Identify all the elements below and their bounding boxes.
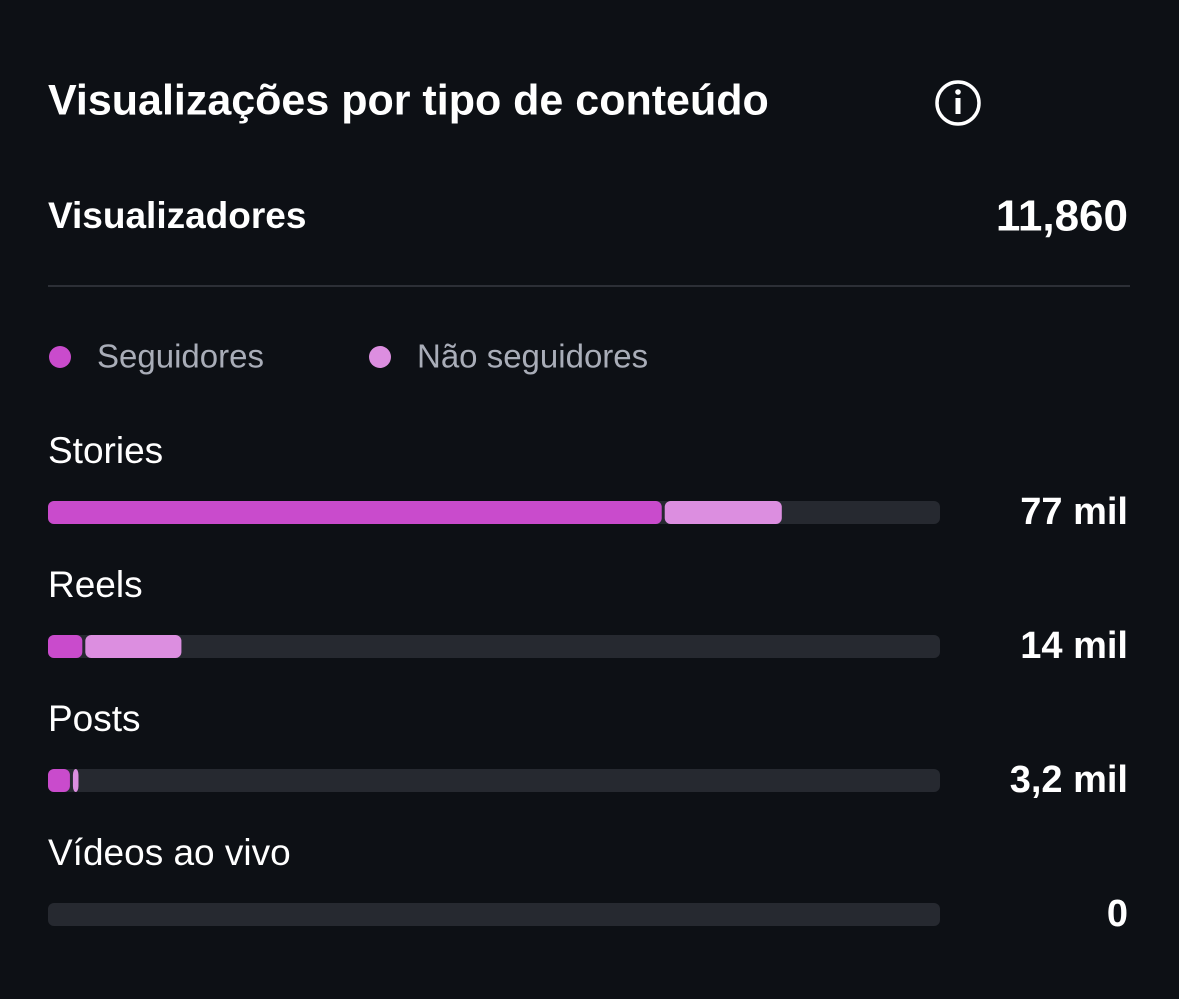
bar-segment: [48, 501, 662, 524]
category-label: Stories: [48, 430, 163, 471]
bar-segment: [664, 501, 782, 524]
info-icon-bar: [955, 98, 961, 114]
category-label: Posts: [48, 698, 141, 739]
total-label: 3,2 mil: [1010, 759, 1128, 801]
bar-track: [48, 769, 940, 792]
bar-track: [48, 903, 940, 926]
bar-segment: [48, 769, 70, 792]
legend-label: Não seguidores: [417, 338, 648, 375]
category-label: Reels: [48, 564, 143, 605]
info-icon-circle: [935, 80, 981, 126]
legend-dot: [369, 346, 391, 368]
info-icon-dot: [955, 89, 961, 95]
bar-track: [48, 635, 940, 658]
total-label: 0: [1107, 893, 1128, 935]
legend-dot: [49, 346, 71, 368]
bar-segment: [85, 635, 182, 658]
card-title: Visualizações por tipo de conteúdo: [48, 76, 769, 124]
total-label: 14 mil: [1020, 625, 1128, 667]
summary-label: Visualizadores: [48, 195, 306, 236]
bar-segment: [48, 635, 83, 658]
summary-value: 11,860: [996, 192, 1128, 241]
category-label: Vídeos ao vivo: [48, 832, 291, 873]
legend-label: Seguidores: [97, 338, 264, 375]
info-icon[interactable]: [935, 80, 981, 126]
total-label: 77 mil: [1020, 491, 1128, 533]
bar-segment: [72, 769, 79, 792]
